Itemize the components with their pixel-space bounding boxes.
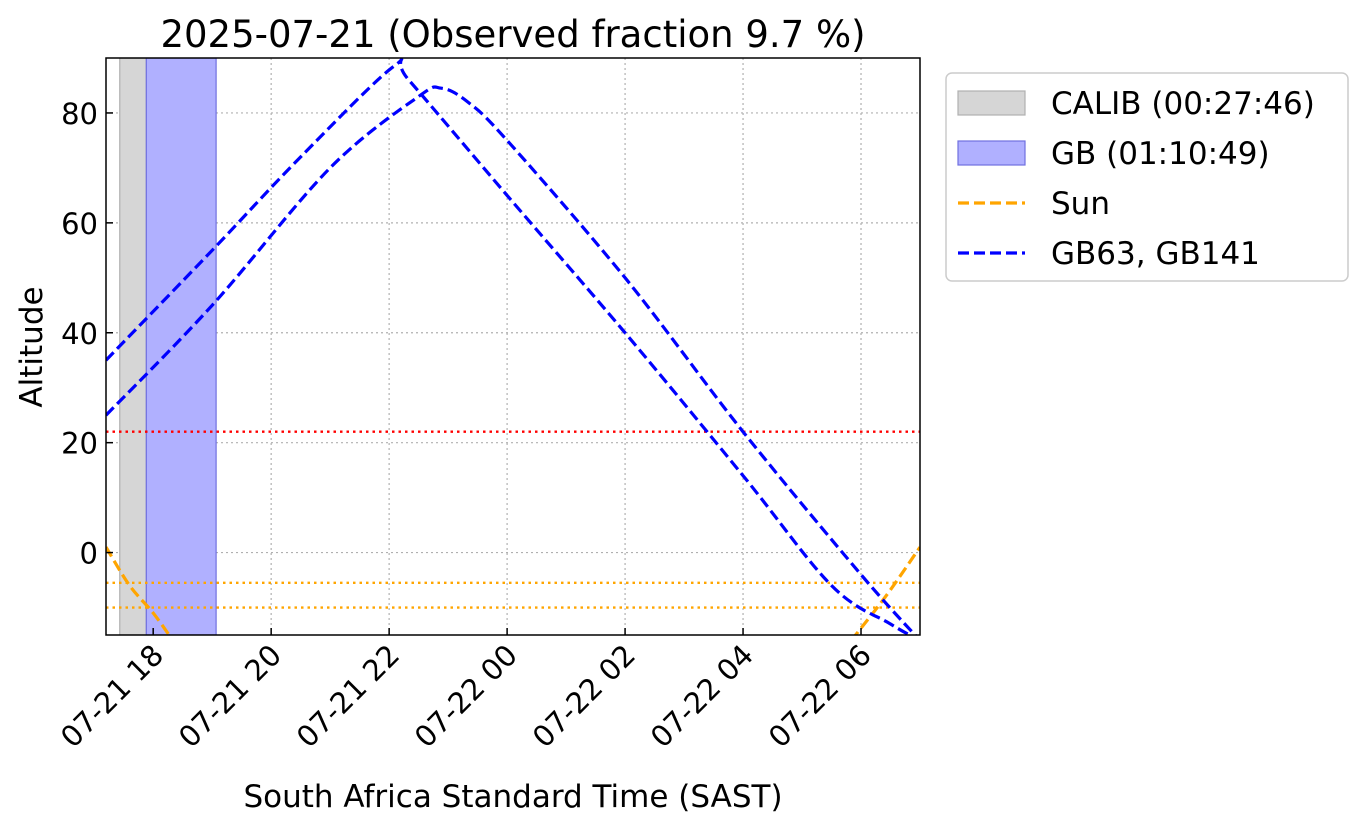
time-span xyxy=(119,58,147,635)
x-axis-label: South Africa Standard Time (SAST) xyxy=(243,779,782,815)
legend: CALIB (00:27:46) GB (01:10:49) Sun GB63, GB… xyxy=(945,72,1349,282)
y-tick-label: 60 xyxy=(61,207,98,241)
legend-label: GB (01:10:49) xyxy=(1051,136,1270,172)
legend-box xyxy=(945,72,1349,282)
series-line xyxy=(853,546,920,635)
y-axis-label: Altitude xyxy=(14,286,50,407)
chart-title: 2025-07-21 (Observed fraction 9.7 %) xyxy=(160,13,865,56)
series-line xyxy=(106,85,918,635)
legend-label: Sun xyxy=(1051,186,1110,222)
series-line xyxy=(106,58,914,635)
limit-lines xyxy=(106,430,920,609)
y-tick-label: 80 xyxy=(61,97,98,131)
y-tick-label: 40 xyxy=(61,317,98,351)
series-lines xyxy=(106,58,920,635)
series-line xyxy=(106,546,172,635)
y-tick-label: 20 xyxy=(61,427,98,461)
legend-label: CALIB (00:27:46) xyxy=(1051,86,1315,122)
legend-label: GB63, GB141 xyxy=(1051,236,1260,272)
y-tick-label: 0 xyxy=(80,537,98,571)
plot-frame xyxy=(105,57,921,636)
legend-swatch xyxy=(957,140,1026,166)
time-span xyxy=(145,58,217,635)
time-spans xyxy=(119,58,217,635)
legend-swatch xyxy=(957,90,1026,116)
